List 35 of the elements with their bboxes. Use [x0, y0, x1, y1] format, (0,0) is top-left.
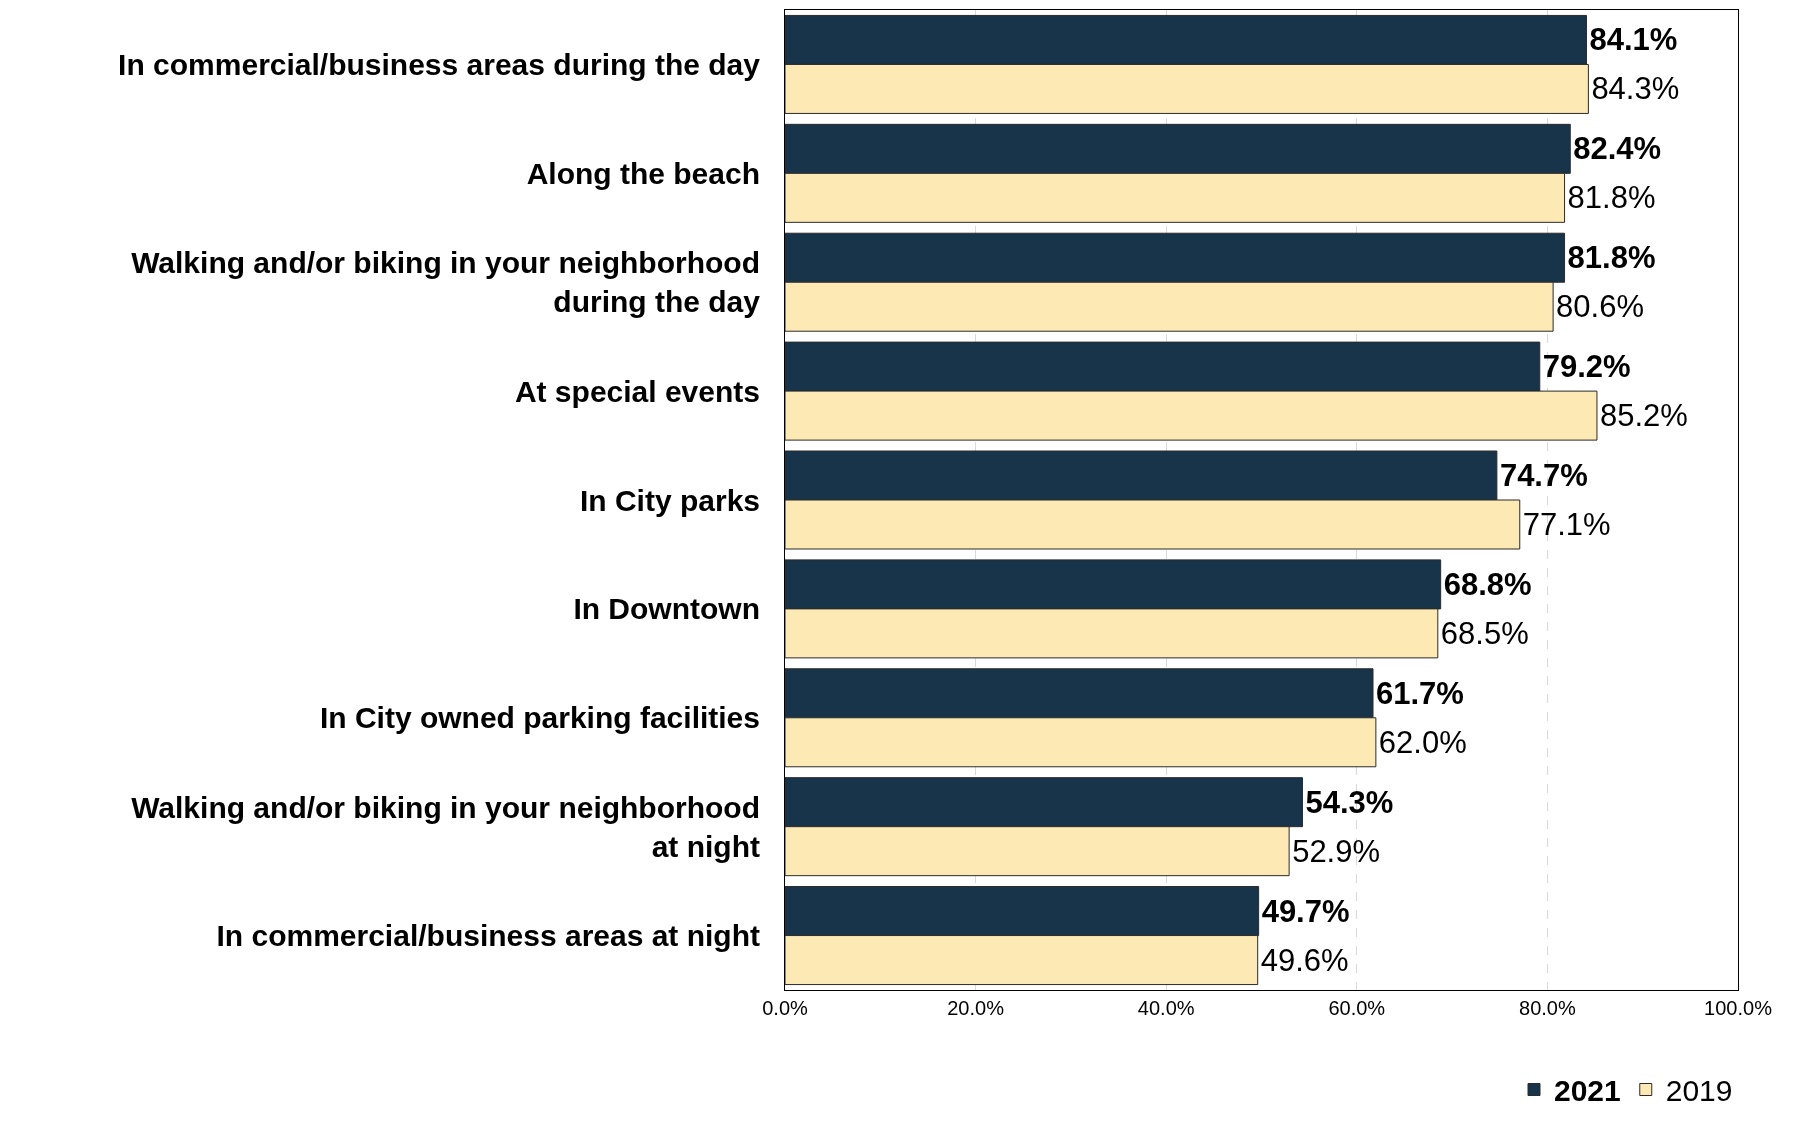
y-tick-label: In commercial/business areas during the day	[118, 47, 761, 81]
data-label: 49.6%	[1260, 942, 1349, 978]
data-label: 84.1%	[1589, 22, 1678, 58]
x-tick-label: 0.0%	[762, 997, 809, 1019]
data-label: 81.8%	[1567, 180, 1656, 216]
x-tick-label: 40.0%	[1137, 997, 1195, 1019]
data-label: 79.2%	[1542, 349, 1631, 385]
legend-label: 2019	[1665, 1074, 1733, 1108]
y-tick-label: In City parks	[579, 483, 760, 517]
legend-label: 2021	[1554, 1074, 1621, 1108]
data-label: 61.7%	[1376, 675, 1464, 711]
data-label: 54.3%	[1305, 784, 1394, 820]
data-label: 80.6%	[1556, 289, 1645, 325]
data-label: 68.5%	[1440, 615, 1529, 651]
data-label: 81.8%	[1567, 240, 1656, 276]
data-label: 85.2%	[1599, 398, 1688, 434]
x-tick-label: 100.0%	[1704, 997, 1773, 1019]
data-label: 49.7%	[1261, 893, 1350, 929]
data-label: 68.8%	[1443, 566, 1532, 602]
y-tick-label: In City owned parking facilities	[319, 701, 760, 735]
data-label: 52.9%	[1292, 833, 1381, 869]
y-tick-label: Along the beach	[526, 156, 760, 190]
x-tick-label: 20.0%	[947, 997, 1005, 1019]
data-label: 82.4%	[1573, 131, 1662, 167]
x-tick-label: 80.0%	[1519, 997, 1576, 1019]
data-label: 77.1%	[1522, 507, 1611, 542]
y-tick-label: In Downtown	[573, 592, 760, 626]
y-tick-label: Walking and/or biking in your neighborhood during the day	[131, 246, 761, 319]
data-label: 62.0%	[1378, 724, 1467, 760]
data-label: 84.3%	[1591, 71, 1680, 107]
y-tick-label: Walking and/or biking in your neighborhood at night	[131, 790, 761, 863]
y-tick-label: At special events	[514, 374, 760, 408]
y-tick-label: In commercial/business areas at night	[216, 919, 761, 953]
data-label: 74.7%	[1499, 458, 1588, 493]
x-tick-label: 60.0%	[1328, 997, 1386, 1019]
